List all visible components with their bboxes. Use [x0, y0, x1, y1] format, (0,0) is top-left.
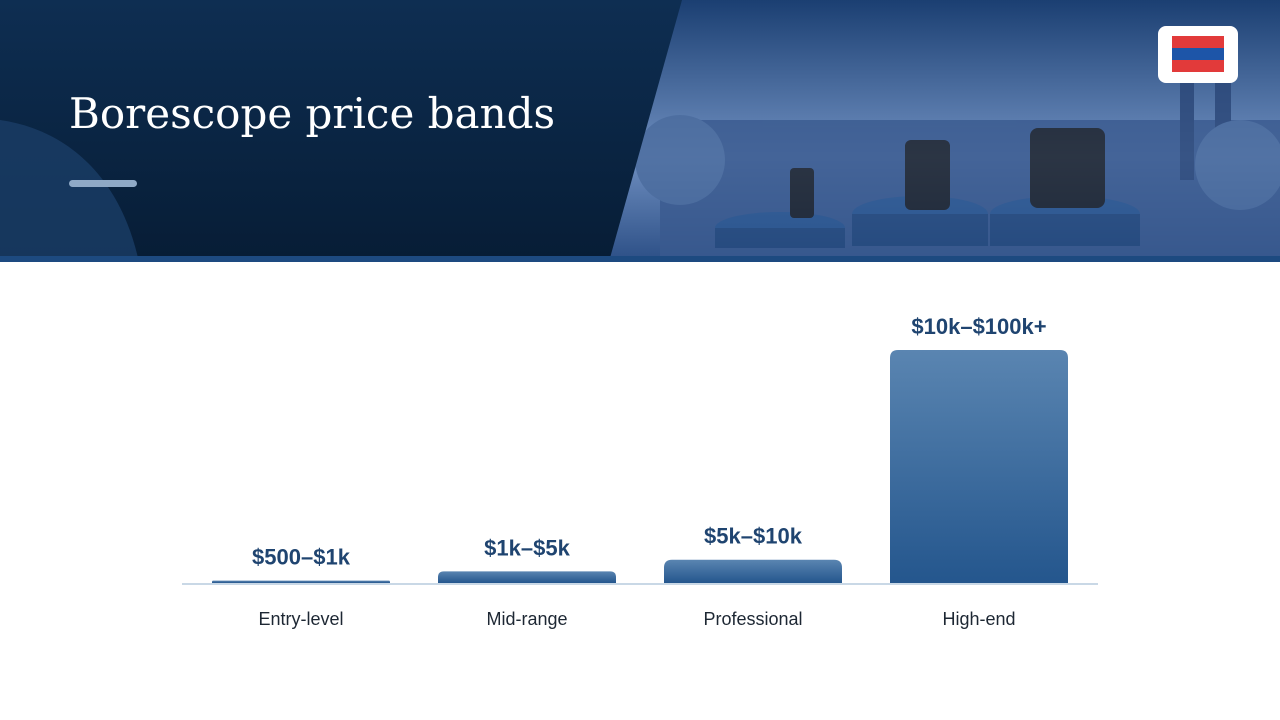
x-tick-label: Entry-level — [258, 609, 343, 629]
plot: $500–$1k Entry-level $1k–$5k Mid-range $5k–$… — [182, 314, 1098, 629]
header-rule — [0, 256, 1280, 262]
value-label: $1k–$5k — [484, 535, 570, 560]
title-underline — [69, 180, 137, 187]
x-tick-label: Mid-range — [486, 609, 567, 629]
x-tick-label: Professional — [703, 609, 802, 629]
bar — [890, 350, 1068, 583]
title-panel — [0, 0, 682, 258]
value-label: $10k–$100k+ — [911, 314, 1046, 339]
value-label: $5k–$10k — [704, 524, 803, 549]
bar — [212, 580, 390, 583]
header: Borescope price bands — [0, 0, 1280, 262]
slide-title: Borescope price bands — [69, 89, 555, 138]
industrial-scene — [635, 60, 1280, 260]
panel-accent — [0, 120, 138, 258]
bar — [438, 571, 616, 583]
bar — [664, 559, 842, 583]
value-label: $500–$1k — [252, 545, 351, 570]
x-tick-label: High-end — [942, 609, 1015, 629]
logo-band — [1172, 48, 1224, 60]
